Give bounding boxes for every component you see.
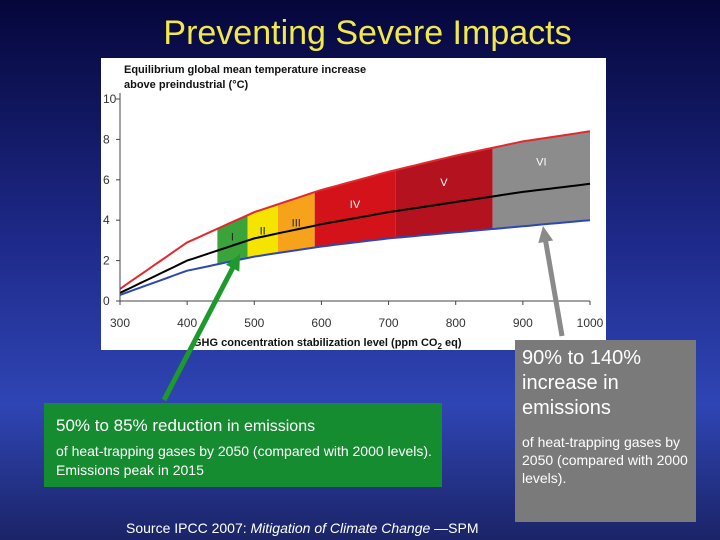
gray-arrow <box>538 226 565 337</box>
increase-headline: 90% to 140% increase in emissions <box>522 347 641 419</box>
x-tick-label: 700 <box>379 316 399 330</box>
category-label-ii: II <box>260 225 266 237</box>
category-label-vi: VI <box>536 157 546 169</box>
y-tick-label: 10 <box>103 92 117 106</box>
curve-upper <box>119 130 591 290</box>
source-title: Mitigation of Climate Change <box>250 520 431 536</box>
x-tick-label: 500 <box>244 316 264 330</box>
curve-lower <box>119 219 591 296</box>
reduction-headline: 50% to 85% reduction in emissions <box>56 416 315 436</box>
y-tick-label: 0 <box>103 294 110 308</box>
curve-best <box>119 182 591 294</box>
x-tick-label: 800 <box>446 316 466 330</box>
temperature-curves <box>119 130 591 296</box>
slide-title: Preventing Severe Impacts <box>163 14 572 52</box>
source-prefix: Source IPCC 2007: <box>126 520 251 536</box>
reduction-detail: of heat-trapping gases by 2050 (compared… <box>56 443 432 478</box>
x-axis-label: GHG concentration stabilization level (p… <box>193 337 462 351</box>
category-band-vi <box>492 131 590 229</box>
category-band-i <box>217 215 248 265</box>
source-citation: Source IPCC 2007: Mitigation of Climate … <box>126 520 479 536</box>
reduction-callout: 50% to 85% reduction in emissions of hea… <box>44 403 442 487</box>
x-tick-label: 300 <box>110 316 130 330</box>
x-tick-label: 1000 <box>577 316 604 330</box>
y-tick-label: 4 <box>103 213 110 227</box>
y-tick-label: 8 <box>103 132 110 146</box>
axes: 0 2 4 6 8 10 300 400 500 600 700 800 900 1000 <box>103 92 604 330</box>
x-tick-label: 400 <box>177 316 197 330</box>
category-label-v: V <box>440 177 448 189</box>
category-band-iv <box>314 170 396 248</box>
x-tick-label: 600 <box>311 316 331 330</box>
category-bands <box>217 131 590 265</box>
reduction-headline-part-b: in emissions <box>227 418 316 435</box>
category-label-iv: IV <box>350 199 361 211</box>
category-band-ii <box>247 204 278 258</box>
source-suffix: —SPM <box>430 520 479 536</box>
reduction-headline-part-a: 50% to 85% reduction <box>56 416 228 435</box>
increase-detail: of heat-trapping gases by 2050 (compared… <box>522 434 688 486</box>
x-tick-label: 900 <box>513 316 533 330</box>
chart-title-line2: above preindustrial (°C) <box>124 79 249 91</box>
category-band-v <box>395 147 493 238</box>
category-band-iii <box>277 192 315 253</box>
increase-callout: 90% to 140% increase in emissions of hea… <box>515 340 696 522</box>
category-label-i: I <box>231 231 234 243</box>
green-arrow <box>161 254 240 402</box>
y-tick-label: 6 <box>103 173 110 187</box>
chart-title-line1: Equilibrium global mean temperature incr… <box>124 64 366 76</box>
category-label-iii: III <box>292 217 301 229</box>
y-tick-label: 2 <box>103 254 110 268</box>
